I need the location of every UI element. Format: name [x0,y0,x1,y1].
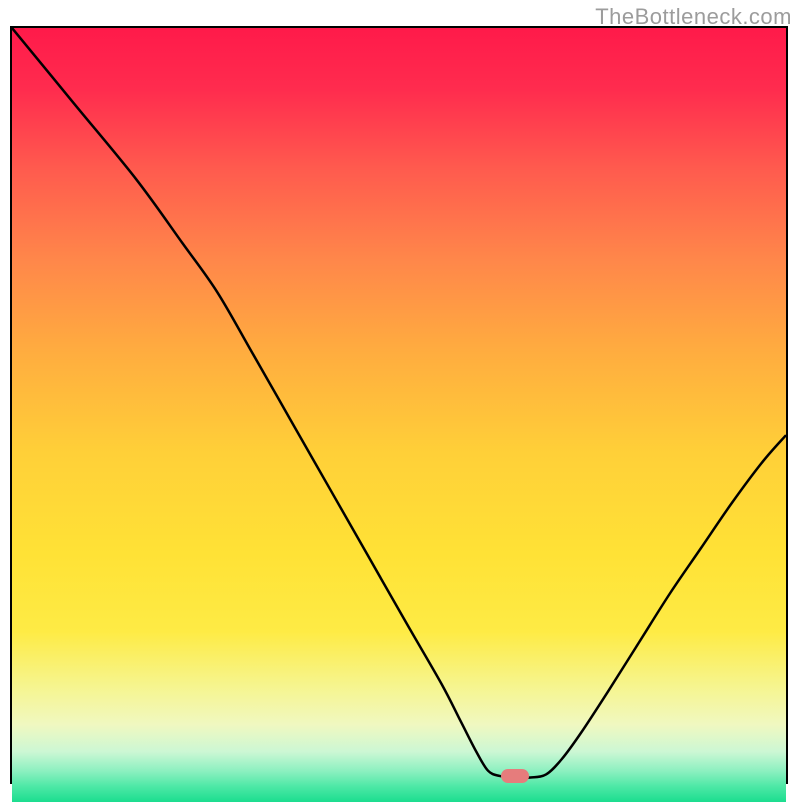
bottleneck-chart [10,26,788,784]
bottleneck-curve [12,28,786,782]
optimal-point-marker [501,769,529,783]
